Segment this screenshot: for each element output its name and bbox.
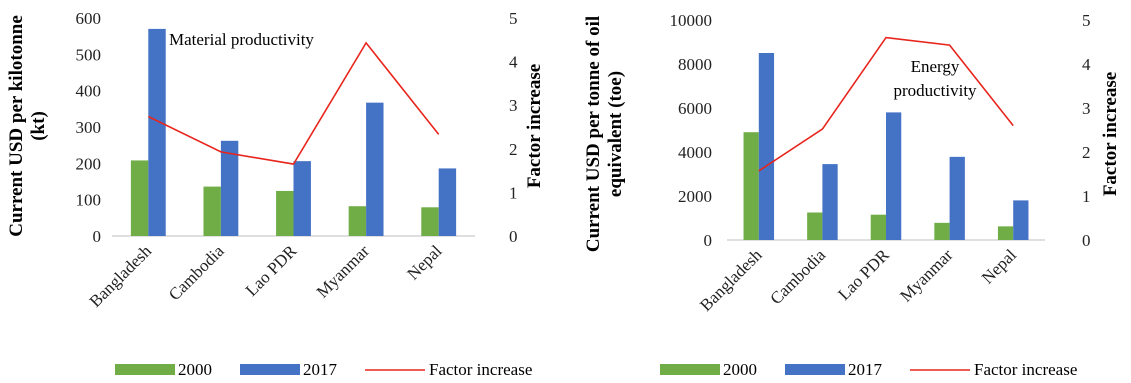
chart2-y-axis-title: equivalent (toe) — [605, 71, 626, 197]
chart2-annotation: Energy — [911, 57, 960, 76]
chart1-y-tick-label: 300 — [76, 118, 102, 137]
chart1-category-label: Lao PDR — [242, 241, 301, 300]
chart1-y2-tick-label: 0 — [509, 227, 518, 246]
chart1-bar-2017 — [220, 140, 239, 236]
chart1-bar-2000 — [421, 207, 439, 236]
chart1-y2-axis-title: Factor increase — [524, 64, 545, 188]
chart1-legend-swatch-2017 — [240, 364, 300, 375]
chart1-legend-label-factor: Factor increase — [429, 360, 532, 379]
chart1-y-tick-label: 0 — [93, 227, 102, 246]
chart2-legend-swatch-2000 — [660, 364, 720, 375]
chart2-y2-axis-title: Factor increase — [1100, 72, 1121, 196]
chart1-bar-2000 — [348, 206, 367, 236]
chart1-bar-2017 — [366, 102, 384, 236]
chart1-bar-2000 — [203, 186, 221, 236]
chart2-y-tick-label: 6000 — [678, 99, 712, 118]
chart2-bar-2000 — [934, 222, 950, 240]
chart2-factor-line — [758, 36, 1014, 172]
chart1-category-label: Myanmar — [313, 241, 373, 301]
chart2-bar-2017 — [949, 156, 965, 240]
chart2-category-label: Cambodia — [766, 245, 829, 308]
chart2-y-tick-label: 2000 — [678, 187, 712, 206]
chart2-y2-tick-label: 2 — [1082, 143, 1091, 162]
chart1-bar-2000 — [276, 190, 294, 236]
chart2-y-tick-label: 4000 — [678, 143, 712, 162]
chart1-y2-tick-label: 2 — [509, 140, 518, 159]
chart2-annotation: productivity — [893, 81, 977, 100]
chart1-bar-2017 — [148, 28, 166, 237]
chart2-y2-tick-label: 3 — [1082, 99, 1091, 118]
chart2-category-label: Nepal — [978, 245, 1020, 287]
chart1-category-label: Cambodia — [165, 241, 228, 304]
chart2-legend-label-factor: Factor increase — [974, 360, 1077, 379]
chart1-y-axis-title: Current USD per kilotonne — [6, 15, 27, 237]
chart1-category-label: Bangladesh — [86, 241, 156, 311]
chart2-y2-tick-label: 4 — [1082, 55, 1091, 74]
chart2-y-tick-label: 8000 — [678, 55, 712, 74]
chart1-factor-line — [147, 41, 440, 165]
chart1-y-tick-label: 500 — [76, 45, 102, 64]
chart1-bar-2017 — [293, 161, 311, 236]
chart2-category-label: Myanmar — [896, 245, 956, 305]
chart2-bar-2017 — [822, 164, 838, 240]
chart2-legend-swatch-2017 — [785, 364, 845, 375]
chart1-category-label: Nepal — [403, 241, 445, 283]
chart1-legend-swatch-2000 — [115, 364, 175, 375]
chart1-y2-tick-label: 1 — [509, 183, 518, 202]
chart2-bar-2000 — [807, 212, 823, 240]
chart2-y-tick-label: 0 — [704, 231, 713, 250]
chart2-legend-label-2000: 2000 — [723, 360, 757, 379]
chart2-y-tick-label: 10000 — [670, 11, 713, 30]
chart1-annotation: Material productivity — [169, 30, 314, 49]
chart1-legend-label-2017: 2017 — [303, 360, 338, 379]
chart1-y2-tick-label: 3 — [509, 96, 518, 115]
chart1-legend-label-2000: 2000 — [178, 360, 212, 379]
chart2-y-axis-title: Current USD per tonne of oil — [583, 16, 604, 252]
chart1-y-tick-label: 400 — [76, 82, 102, 101]
chart1-bar-2017 — [438, 168, 457, 236]
chart2-category-label: Bangladesh — [696, 245, 766, 315]
chart2-bar-2017 — [886, 112, 902, 240]
chart2-y2-tick-label: 0 — [1082, 231, 1091, 250]
chart2-legend-label-2017: 2017 — [848, 360, 883, 379]
chart2-bar-2000 — [997, 226, 1014, 240]
chart1-y-tick-label: 200 — [76, 154, 102, 173]
chart2-bar-2000 — [870, 214, 886, 240]
chart1-y-tick-label: 600 — [76, 9, 102, 28]
chart1-y-tick-label: 100 — [76, 191, 102, 210]
chart2-y2-tick-label: 5 — [1082, 11, 1091, 30]
chart1-y2-tick-label: 4 — [509, 53, 518, 72]
chart2-category-label: Lao PDR — [834, 245, 893, 304]
chart2-bar-2017 — [1013, 200, 1029, 240]
chart1-bar-2000 — [130, 160, 149, 236]
chart1-y2-tick-label: 5 — [509, 9, 518, 28]
chart2-bar-2017 — [758, 53, 775, 240]
chart2-y2-tick-label: 1 — [1082, 187, 1091, 206]
chart1-y-axis-title: (kt) — [28, 111, 49, 141]
chart2-bar-2000 — [743, 132, 759, 240]
